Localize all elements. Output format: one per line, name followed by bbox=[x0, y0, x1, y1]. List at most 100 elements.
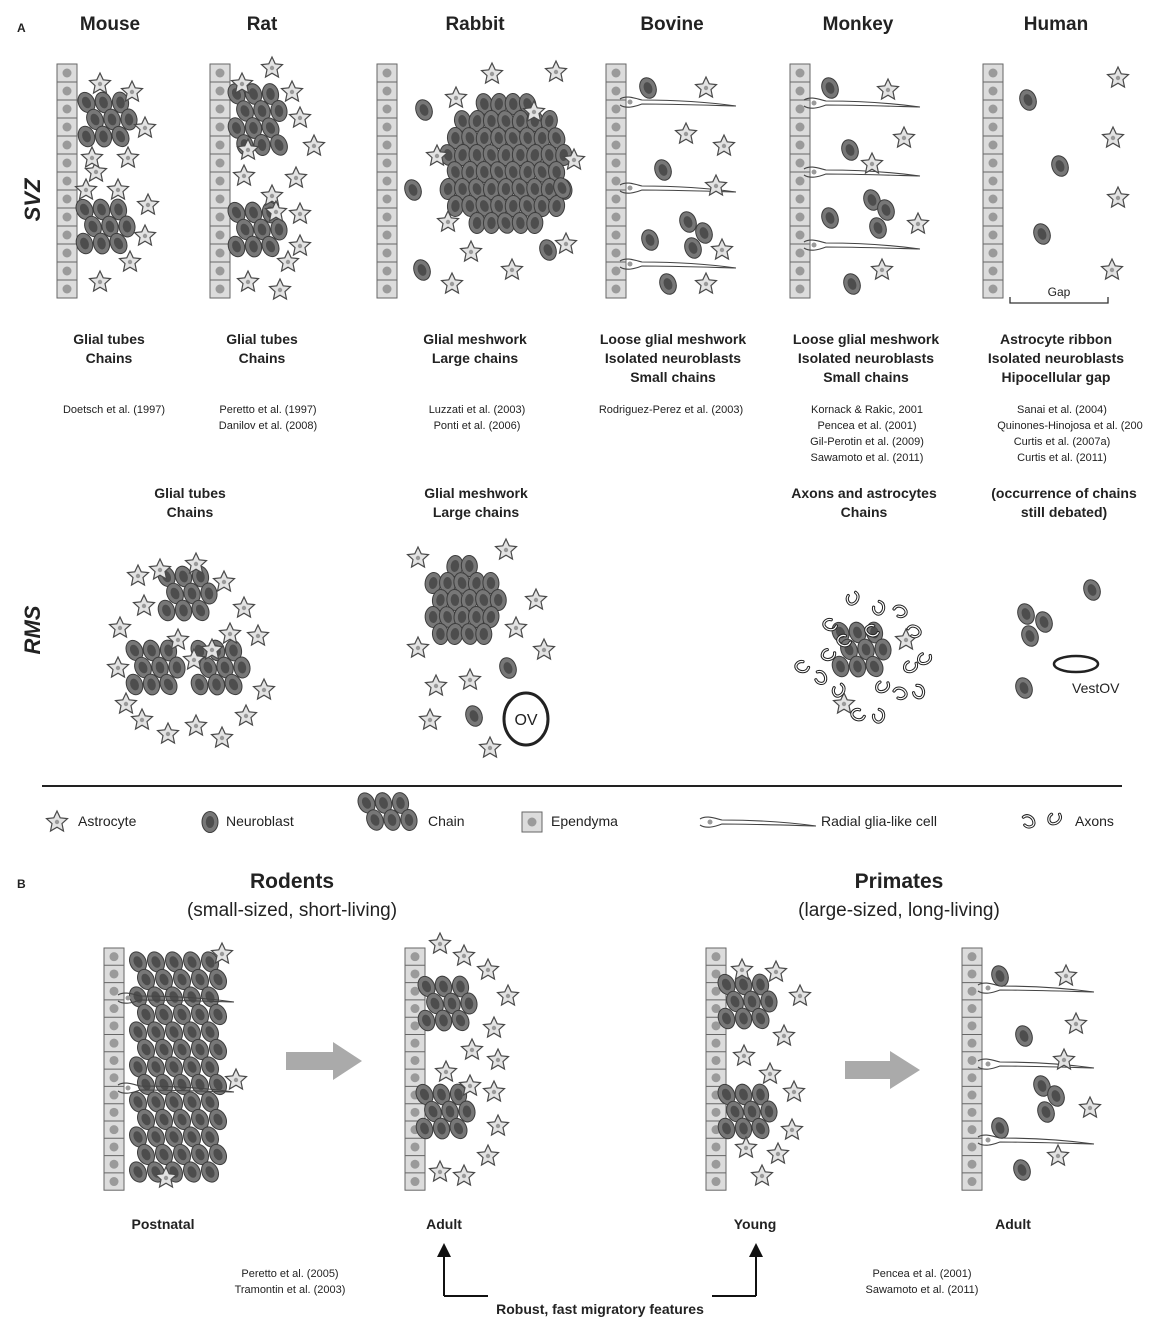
arrowhead-left bbox=[437, 1243, 451, 1257]
ependyma-nucleus bbox=[215, 212, 225, 222]
neuroblast bbox=[838, 136, 862, 164]
olfactory-ventricle bbox=[502, 691, 550, 747]
rat-ref-1: Peretto et al. (1997) bbox=[219, 404, 316, 416]
rms-rodent-line-2: Chains bbox=[167, 504, 214, 520]
astrocyte bbox=[532, 638, 556, 660]
astrocyte bbox=[288, 202, 312, 224]
astrocyte bbox=[870, 258, 894, 280]
astrocyte bbox=[88, 72, 112, 94]
astrocyte bbox=[252, 678, 276, 700]
ependyma-nucleus bbox=[62, 194, 72, 204]
ependyma-nucleus bbox=[62, 122, 72, 132]
astrocyte bbox=[906, 212, 930, 234]
ependyma-nucleus bbox=[215, 248, 225, 258]
astrocyte bbox=[212, 570, 236, 592]
ependyma-nucleus bbox=[988, 230, 998, 240]
species-monkey: Monkey bbox=[823, 14, 894, 35]
monkey-ref-4: Sawamoto et al. (2011) bbox=[811, 452, 924, 464]
astrocyte bbox=[674, 122, 698, 144]
axon bbox=[892, 686, 908, 701]
neuroblast bbox=[410, 256, 434, 284]
b-primate-adult bbox=[961, 947, 1102, 1191]
neuroblast bbox=[1048, 152, 1072, 180]
ependyma-nucleus bbox=[410, 986, 420, 996]
ependyma-nucleus bbox=[988, 176, 998, 186]
astrocyte bbox=[218, 622, 242, 644]
astrocyte bbox=[458, 668, 482, 690]
primate-ref-1: Pencea et al. (2001) bbox=[872, 1268, 971, 1280]
svz-rabbit bbox=[376, 60, 586, 299]
bovine-feature-3: Small chains bbox=[630, 369, 716, 385]
astrocyte bbox=[74, 178, 98, 200]
ependyma-nucleus bbox=[62, 212, 72, 222]
ependyma-nucleus bbox=[988, 86, 998, 96]
ependyma-nucleus bbox=[62, 104, 72, 114]
ependyma-nucleus bbox=[988, 140, 998, 150]
axon bbox=[845, 589, 861, 607]
axon bbox=[831, 682, 846, 699]
ependyma-nucleus bbox=[988, 248, 998, 258]
ependyma-nucleus bbox=[611, 68, 621, 78]
cell-drawings bbox=[45, 56, 1130, 1191]
astrocyte bbox=[232, 164, 256, 186]
astrocyte bbox=[476, 1144, 500, 1166]
svz-label: SVZ bbox=[20, 177, 45, 221]
ependyma-nucleus bbox=[215, 140, 225, 150]
astrocyte bbox=[486, 1048, 510, 1070]
svz-rat bbox=[209, 56, 326, 300]
astrocyte bbox=[766, 1142, 790, 1164]
ependyma-nucleus bbox=[967, 1125, 977, 1135]
astrocyte bbox=[452, 944, 476, 966]
ependyma-nucleus bbox=[109, 1142, 119, 1152]
astrocyte bbox=[184, 714, 208, 736]
rabbit-ref-1: Luzzati et al. (2003) bbox=[429, 404, 526, 416]
robust-features-label: Robust, fast migratory features bbox=[496, 1301, 704, 1317]
astrocyte bbox=[876, 78, 900, 100]
ependyma-nucleus bbox=[382, 158, 392, 168]
human-feature-2: Isolated neuroblasts bbox=[988, 350, 1124, 366]
primates-title: Primates bbox=[855, 870, 944, 893]
ependyma-nucleus bbox=[382, 230, 392, 240]
ependyma-nucleus bbox=[795, 158, 805, 168]
astrocyte bbox=[1100, 258, 1124, 280]
astrocyte bbox=[126, 564, 150, 586]
astrocyte bbox=[232, 596, 256, 618]
ependyma-nucleus bbox=[611, 266, 621, 276]
neuroblast bbox=[1016, 86, 1040, 114]
astrocyte bbox=[1064, 1012, 1088, 1034]
rat-feature-2: Chains bbox=[239, 350, 286, 366]
ependyma-nucleus bbox=[410, 1073, 420, 1083]
panel-b-labels: B Rodents (small-sized, short-living) Pr… bbox=[17, 297, 1109, 1317]
ependyma-nucleus bbox=[988, 104, 998, 114]
astrocyte bbox=[460, 1038, 484, 1060]
ependyma-nucleus bbox=[967, 952, 977, 962]
ependyma-nucleus bbox=[795, 140, 805, 150]
neuroblast bbox=[1014, 600, 1038, 628]
b-postnatal bbox=[103, 942, 248, 1191]
ependyma-nucleus bbox=[967, 1038, 977, 1048]
astrocyte bbox=[268, 278, 292, 300]
ependyma-nucleus bbox=[62, 158, 72, 168]
human-feature-1: Astrocyte ribbon bbox=[1000, 331, 1112, 347]
rms-human-line-1: (occurrence of chains bbox=[991, 485, 1137, 501]
neuroblast bbox=[496, 654, 520, 682]
ependyma-nucleus bbox=[109, 986, 119, 996]
monkey-ref-2: Pencea et al. (2001) bbox=[817, 420, 916, 432]
radial-glia-cell bbox=[803, 239, 921, 251]
ependyma-nucleus bbox=[611, 248, 621, 258]
astrocyte bbox=[116, 146, 140, 168]
stage-primate-adult: Adult bbox=[995, 1216, 1031, 1232]
axon bbox=[793, 658, 811, 675]
astrocyte bbox=[424, 674, 448, 696]
ependyma-nucleus bbox=[109, 1125, 119, 1135]
neuroblast bbox=[1012, 1022, 1036, 1050]
vestigial-ov bbox=[1052, 654, 1100, 674]
ependyma-nucleus bbox=[988, 194, 998, 204]
astrocyte bbox=[772, 1024, 796, 1046]
astrocyte bbox=[782, 1080, 806, 1102]
astrocyte bbox=[1078, 1096, 1102, 1118]
rms-rabbit-line-1: Glial meshwork bbox=[424, 485, 528, 501]
neuroblast bbox=[401, 176, 425, 204]
ependyma-nucleus bbox=[382, 68, 392, 78]
ependyma-nucleus bbox=[795, 284, 805, 294]
